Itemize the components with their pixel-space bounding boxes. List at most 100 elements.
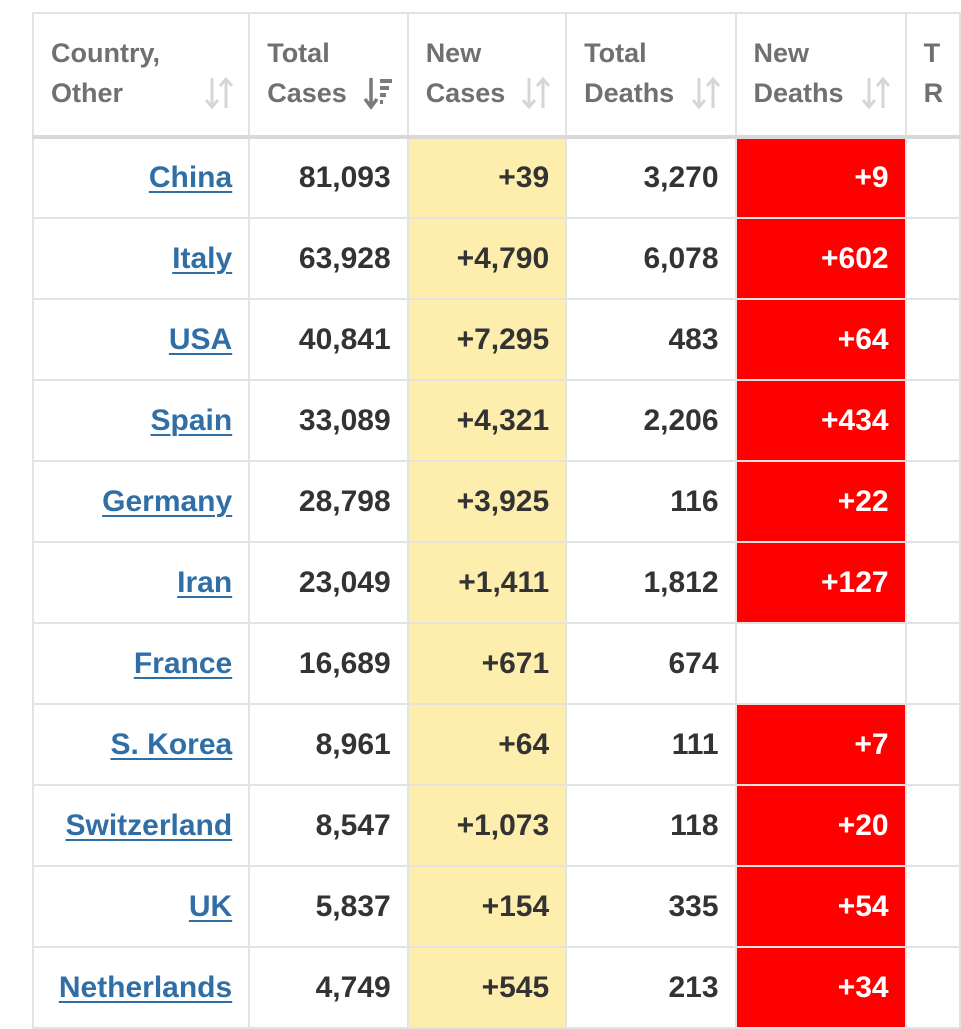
total-deaths-cell: 2,206 (565, 379, 737, 462)
total-cases-cell: 5,837 (248, 865, 409, 948)
total-cases-cell: 33,089 (248, 379, 409, 462)
total-cases-cell: 4,749 (248, 946, 409, 1029)
column-header-line2: Cases (267, 78, 347, 108)
sort-unsorted-icon[interactable] (204, 76, 234, 110)
partial-cell (904, 784, 961, 867)
total-deaths-cell: 6,078 (565, 217, 737, 300)
column-header-line2: Deaths (753, 78, 844, 108)
new-cases-cell: +1,073 (406, 784, 568, 867)
partial-cell (904, 541, 961, 624)
new-deaths-cell: +34 (734, 946, 907, 1029)
total-cases-cell: 8,961 (248, 703, 409, 786)
column-header-line1: New (425, 38, 482, 68)
total-cases-cell: 81,093 (248, 136, 409, 219)
partial-cell (904, 379, 961, 462)
partial-cell (904, 865, 961, 948)
partial-cell (904, 622, 961, 705)
total-cases-cell: 63,928 (248, 217, 409, 300)
new-cases-cell: +154 (406, 865, 568, 948)
country-link[interactable]: Iran (177, 565, 233, 599)
column-header-line1: Country, (51, 38, 160, 68)
table-row: Switzerland 8,547 +1,073 118 +20 (31, 784, 961, 867)
total-deaths-cell: 335 (565, 865, 737, 948)
column-header-line1: T (923, 38, 941, 68)
total-deaths-cell: 1,812 (565, 541, 737, 624)
column-header-line1: New (753, 38, 810, 68)
new-cases-cell: +4,321 (406, 379, 568, 462)
new-deaths-cell: +20 (734, 784, 907, 867)
partial-cell (904, 946, 961, 1029)
column-header-line2: Deaths (584, 78, 675, 108)
total-deaths-cell: 3,270 (565, 136, 737, 219)
column-header-total-deaths[interactable]: Total Deaths (565, 12, 737, 139)
country-link[interactable]: UK (188, 889, 233, 923)
total-cases-cell: 40,841 (248, 298, 409, 381)
country-link[interactable]: Germany (102, 484, 233, 518)
new-deaths-cell (734, 622, 907, 705)
column-header-country[interactable]: Country, Other (31, 12, 251, 139)
total-cases-cell: 16,689 (248, 622, 409, 705)
country-cell: UK (31, 865, 251, 948)
country-link[interactable]: Switzerland (65, 808, 233, 842)
total-cases-cell: 28,798 (248, 460, 409, 543)
total-deaths-cell: 111 (565, 703, 737, 786)
table-row: Iran 23,049 +1,411 1,812 +127 (31, 541, 961, 624)
country-link[interactable]: Italy (172, 241, 233, 275)
country-cell: France (31, 622, 251, 705)
country-cell: Netherlands (31, 946, 251, 1029)
country-cell: Italy (31, 217, 251, 300)
partial-cell (904, 136, 961, 219)
sort-unsorted-icon[interactable] (521, 76, 551, 110)
country-cell: USA (31, 298, 251, 381)
new-deaths-cell: +54 (734, 865, 907, 948)
table-row: France 16,689 +671 674 (31, 622, 961, 705)
country-cell: Germany (31, 460, 251, 543)
table-row: Netherlands 4,749 +545 213 +34 (31, 946, 961, 1029)
column-header-line1: Total (584, 38, 647, 68)
country-link[interactable]: USA (168, 322, 233, 356)
total-deaths-cell: 674 (565, 622, 737, 705)
table-row: UK 5,837 +154 335 +54 (31, 865, 961, 948)
country-link[interactable]: China (148, 161, 233, 194)
country-link[interactable]: Spain (150, 403, 233, 437)
country-cell: Switzerland (31, 784, 251, 867)
new-cases-cell: +64 (406, 703, 568, 786)
sort-unsorted-icon[interactable] (691, 76, 721, 110)
column-header-total-cases[interactable]: Total Cases (248, 12, 409, 139)
partial-cell (904, 298, 961, 381)
table-row: Italy 63,928 +4,790 6,078 +602 (31, 217, 961, 300)
new-cases-cell: +1,411 (406, 541, 568, 624)
country-cell: Iran (31, 541, 251, 624)
column-header-new-deaths[interactable]: New Deaths (734, 12, 907, 139)
table-row: Germany 28,798 +3,925 116 +22 (31, 460, 961, 543)
new-deaths-cell: +22 (734, 460, 907, 543)
new-cases-cell: +39 (406, 136, 568, 219)
total-cases-cell: 23,049 (248, 541, 409, 624)
column-header-new-cases[interactable]: New Cases (406, 12, 568, 139)
column-header-line2: R (923, 78, 944, 108)
new-cases-cell: +545 (406, 946, 568, 1029)
total-deaths-cell: 116 (565, 460, 737, 543)
total-cases-cell: 8,547 (248, 784, 409, 867)
country-link[interactable]: Netherlands (58, 970, 233, 1004)
column-header-line1: Total (267, 38, 330, 68)
new-deaths-cell: +9 (734, 136, 907, 219)
partial-cell (904, 460, 961, 543)
country-cell: China (31, 136, 251, 219)
sort-descending-icon[interactable] (363, 76, 393, 110)
sort-unsorted-icon[interactable] (861, 76, 891, 110)
table-row: Spain 33,089 +4,321 2,206 +434 (31, 379, 961, 462)
table-row: USA 40,841 +7,295 483 +64 (31, 298, 961, 381)
total-deaths-cell: 213 (565, 946, 737, 1029)
total-deaths-cell: 118 (565, 784, 737, 867)
total-deaths-cell: 483 (565, 298, 737, 381)
partial-cell (904, 703, 961, 786)
new-deaths-cell: +7 (734, 703, 907, 786)
country-link[interactable]: France (133, 646, 233, 680)
new-cases-cell: +7,295 (406, 298, 568, 381)
column-header-line2: Cases (425, 78, 506, 108)
new-cases-cell: +4,790 (406, 217, 568, 300)
country-link[interactable]: S. Korea (110, 727, 233, 761)
new-deaths-cell: +127 (734, 541, 907, 624)
